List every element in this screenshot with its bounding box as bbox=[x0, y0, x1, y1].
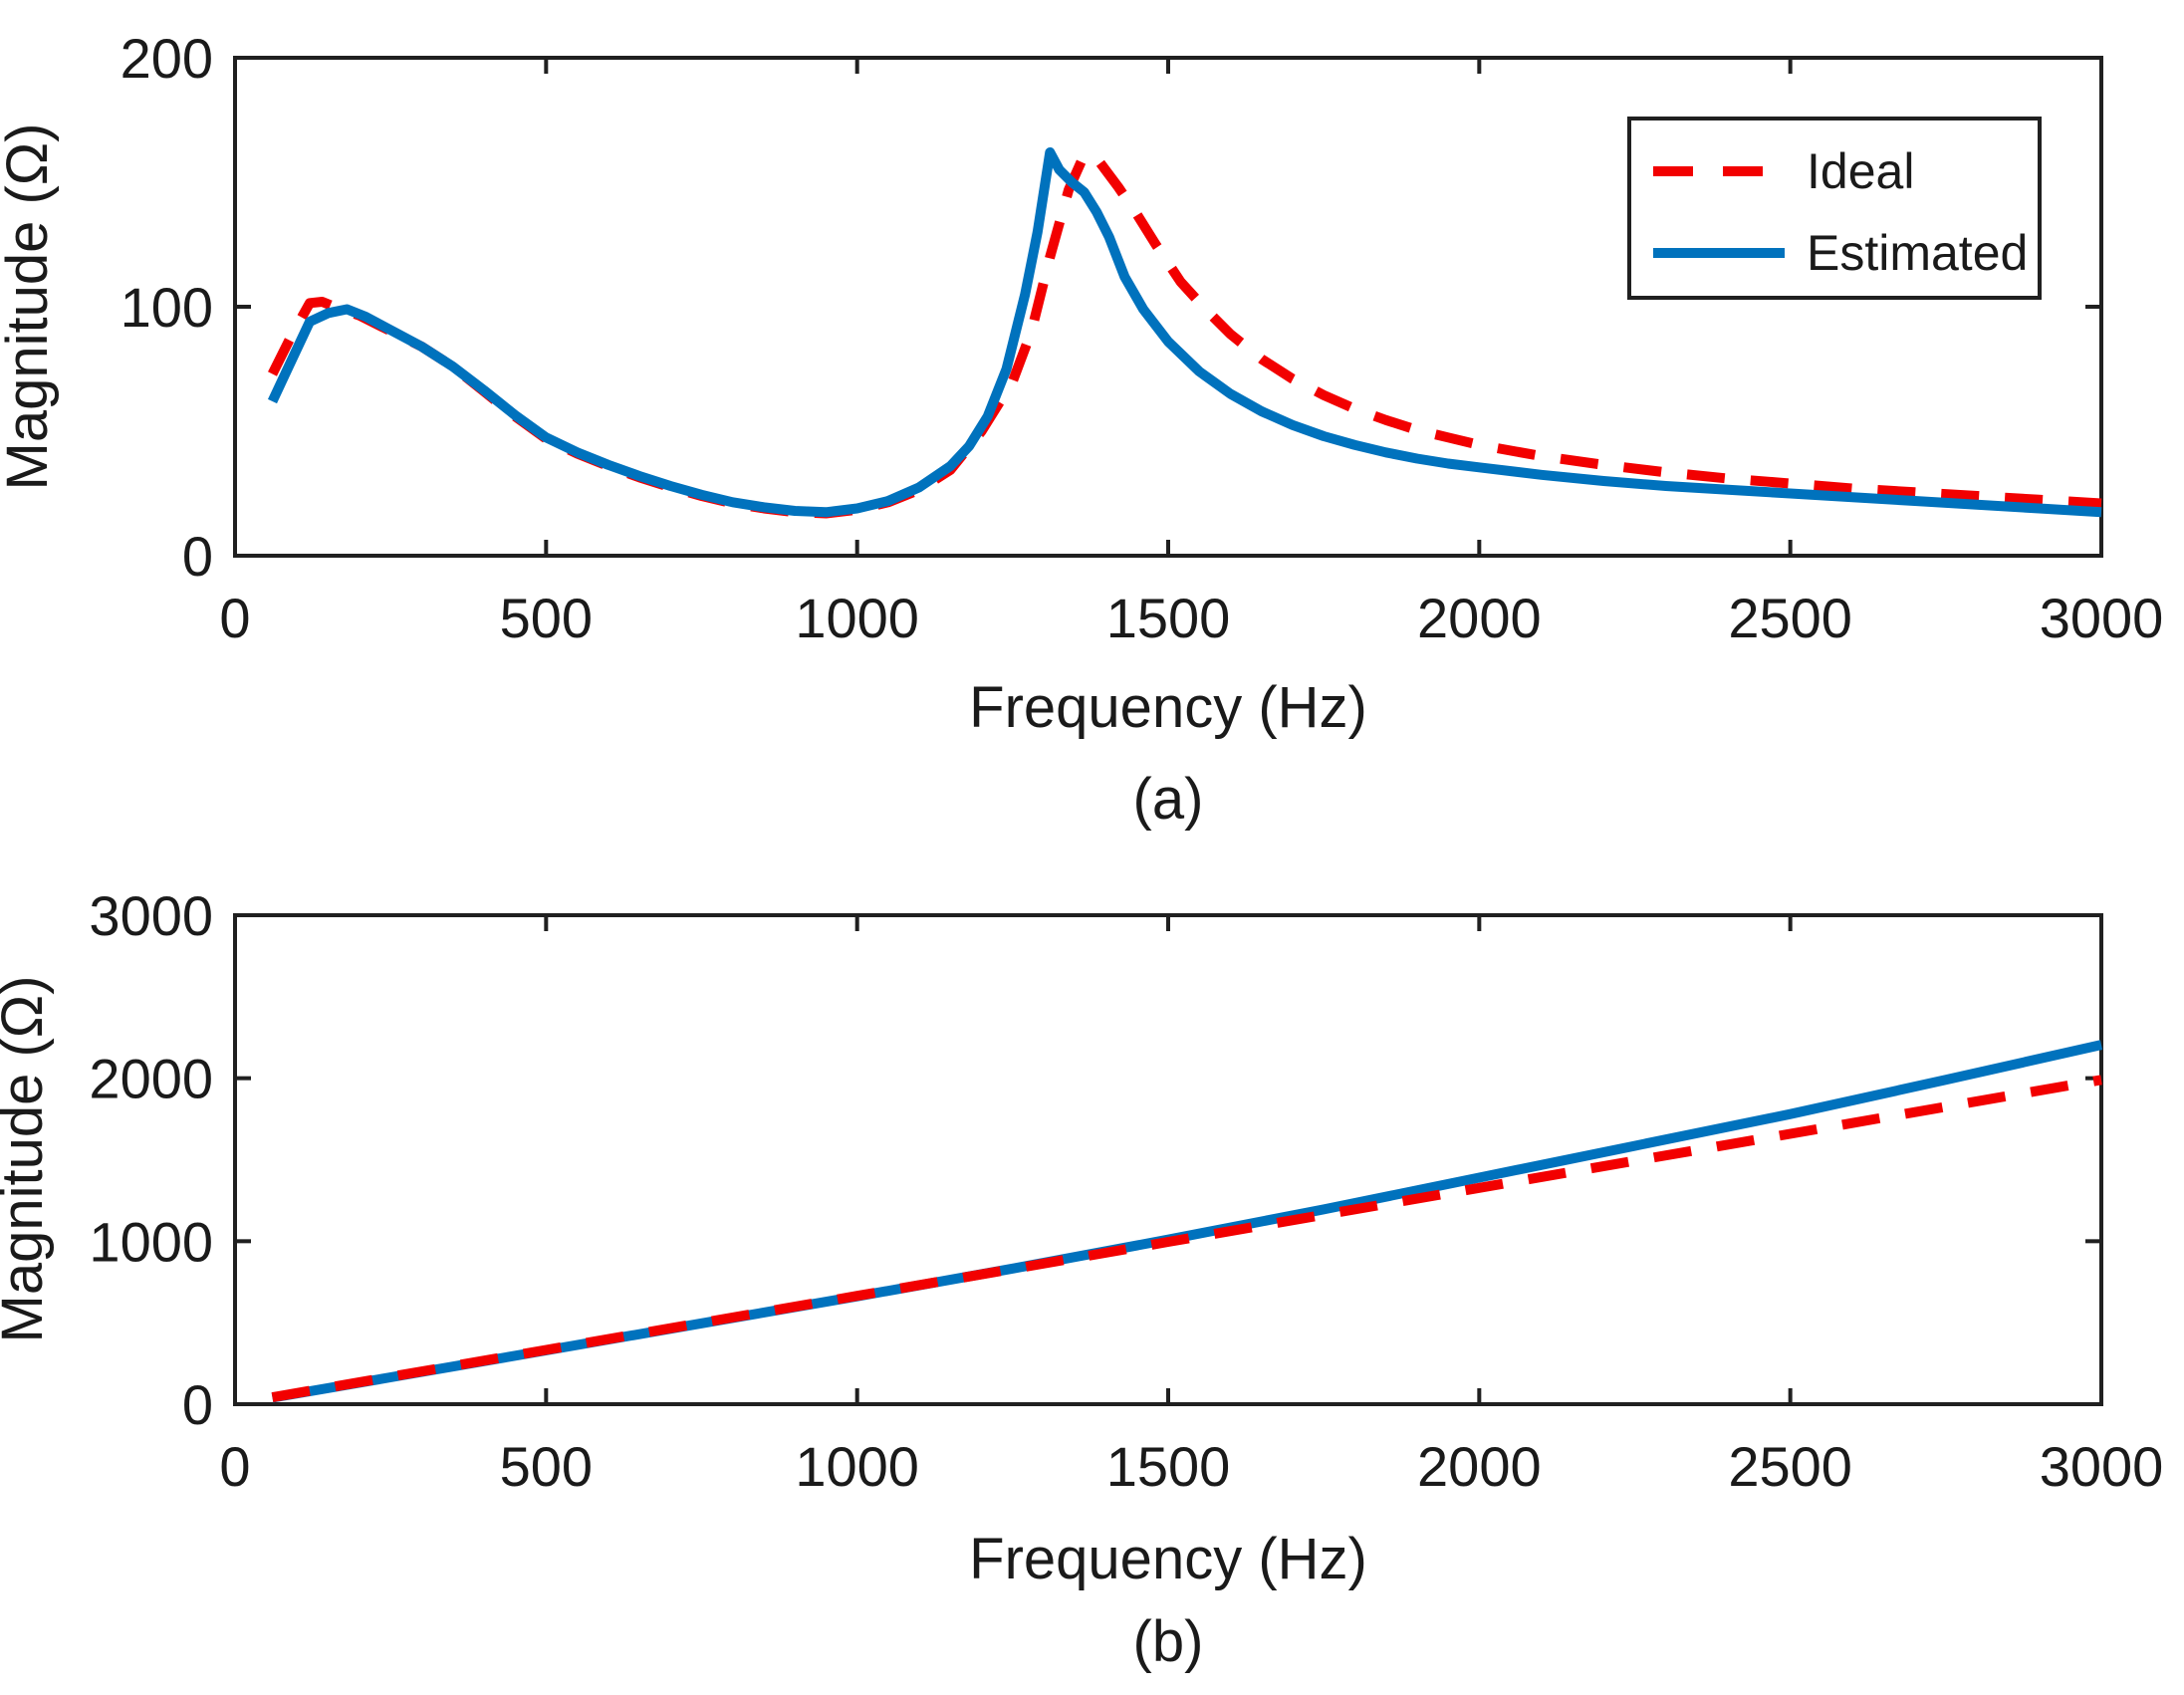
x-tick-label: 2000 bbox=[1417, 587, 1542, 649]
y-tick-label: 0 bbox=[182, 1373, 213, 1436]
plot-a-sublabel: (a) bbox=[1133, 767, 1204, 832]
legend-estimated-label: Estimated bbox=[1807, 225, 2028, 281]
x-tick-label: 500 bbox=[500, 587, 593, 649]
plot-b-xlabel: Frequency (Hz) bbox=[969, 1527, 1367, 1591]
y-tick-label: 1000 bbox=[89, 1210, 213, 1273]
plot-b-ideal-line bbox=[271, 1075, 2102, 1403]
plot-b-axes-box bbox=[233, 913, 2103, 1406]
x-tick-label: 2500 bbox=[1728, 1435, 1852, 1498]
x-tick-label: 1000 bbox=[795, 1435, 919, 1498]
plot-b-ylabel: Magnitude (Ω) bbox=[0, 976, 55, 1343]
x-tick-label: 2000 bbox=[1417, 1435, 1542, 1498]
legend-box bbox=[1627, 117, 2042, 300]
y-tick-label: 200 bbox=[121, 27, 213, 90]
plot-b-ticks bbox=[233, 913, 2103, 1406]
plot-a-xtick-labels: 0 500 1000 1500 2000 2500 3000 bbox=[219, 587, 2163, 649]
x-tick-label: 1000 bbox=[795, 587, 919, 649]
x-tick-label: 1500 bbox=[1106, 1435, 1231, 1498]
x-tick-label: 0 bbox=[219, 1435, 250, 1498]
legend: Ideal Estimated bbox=[1627, 117, 2042, 300]
x-tick-label: 500 bbox=[500, 1435, 593, 1498]
x-tick-label: 3000 bbox=[2040, 1435, 2164, 1498]
plot-a: 0 500 1000 1500 2000 2500 3000 0 100 200 Frequen… bbox=[0, 27, 2163, 832]
x-tick-label: 0 bbox=[219, 587, 250, 649]
plot-a-ticks bbox=[233, 56, 2103, 558]
plot-a-estimated-line bbox=[267, 147, 2102, 518]
legend-ideal-label: Ideal bbox=[1807, 143, 1914, 199]
plot-a-ylabel: Magnitude (Ω) bbox=[0, 123, 60, 491]
y-tick-label: 100 bbox=[121, 276, 213, 339]
y-tick-label: 3000 bbox=[89, 884, 213, 947]
x-tick-label: 2500 bbox=[1728, 587, 1852, 649]
x-tick-label: 1500 bbox=[1106, 587, 1231, 649]
y-tick-label: 0 bbox=[182, 525, 213, 588]
x-tick-label: 3000 bbox=[2040, 587, 2164, 649]
plot-b-sublabel: (b) bbox=[1133, 1609, 1204, 1674]
plot-b: 0 500 1000 1500 2000 2500 3000 0 1000 2000 3000 F… bbox=[0, 884, 2163, 1674]
plot-b-xtick-labels: 0 500 1000 1500 2000 2500 3000 bbox=[219, 1435, 2163, 1498]
plot-b-ytick-labels: 0 1000 2000 3000 bbox=[89, 884, 213, 1436]
plot-a-xlabel: Frequency (Hz) bbox=[969, 675, 1367, 740]
plot-a-ideal-line bbox=[268, 149, 2102, 519]
plot-a-ytick-labels: 0 100 200 bbox=[121, 27, 213, 588]
y-tick-label: 2000 bbox=[89, 1048, 213, 1110]
